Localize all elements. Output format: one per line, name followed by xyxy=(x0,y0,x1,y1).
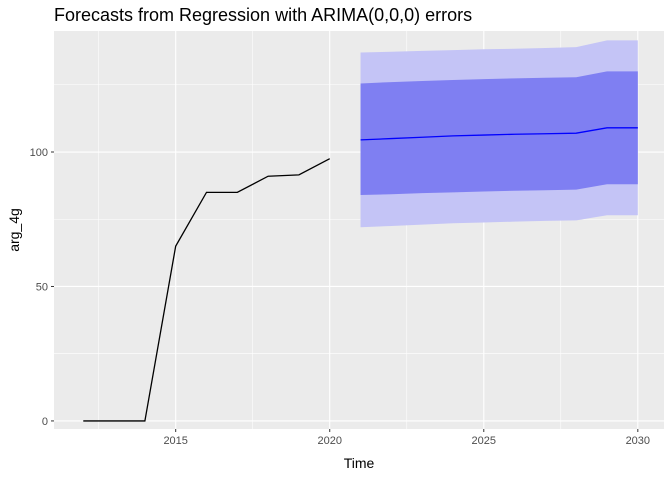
x-tick-label: 2025 xyxy=(472,435,496,447)
y-tick-label: 0 xyxy=(42,416,48,428)
series-lines xyxy=(83,127,638,422)
y-axis: 0 50 100 xyxy=(30,147,54,428)
y-tick-label: 100 xyxy=(30,147,48,159)
y-tick-label: 50 xyxy=(36,281,48,293)
forecast-line xyxy=(360,127,638,141)
interval-80-band xyxy=(360,71,638,196)
x-axis: 2015 2020 2025 2030 xyxy=(163,429,650,447)
forecast-intervals xyxy=(360,40,638,228)
chart-title: Forecasts from Regression with ARIMA(0,0… xyxy=(54,5,472,25)
y-axis-title: arg_4g xyxy=(6,208,22,252)
x-tick-label: 2020 xyxy=(317,435,341,447)
x-tick-label: 2015 xyxy=(163,435,187,447)
x-tick-label: 2030 xyxy=(626,435,650,447)
x-axis-title: Time xyxy=(344,455,375,471)
history-line xyxy=(83,158,331,422)
